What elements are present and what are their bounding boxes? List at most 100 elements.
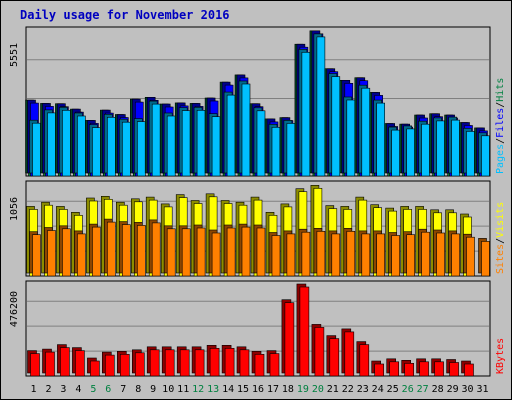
bar-pages-day-6: [107, 117, 116, 177]
bar-pages-day-10: [166, 115, 176, 177]
legend-kbytes: KBytes: [495, 338, 506, 374]
bar-pages-day-15: [241, 83, 251, 177]
bar-pages-day-22: [346, 99, 356, 177]
legend-visits-sites: Sites/Visits: [495, 202, 506, 274]
bar-pages-day-25: [391, 129, 401, 177]
legend-hits: Hits: [495, 78, 506, 102]
bar-kbytes-day-29: [449, 362, 459, 377]
legend-files: Files: [495, 108, 506, 138]
bar-sites-day-3: [62, 228, 71, 277]
bar-sites-day-17: [271, 235, 281, 277]
bar-pages-day-14: [226, 94, 236, 177]
bar-pages-day-17: [271, 127, 281, 177]
legend-separator: /: [495, 138, 506, 144]
x-tick-label-14: 14: [222, 384, 234, 395]
bar-kbytes-day-2: [45, 351, 55, 377]
x-tick-label-1: 1: [30, 384, 36, 395]
bar-kbytes-day-20: [314, 327, 325, 377]
bar-sites-day-30: [466, 236, 475, 277]
bar-kbytes-day-24: [374, 363, 385, 377]
x-tick-label-6: 6: [105, 384, 111, 395]
legend-separator: /: [495, 238, 506, 244]
bar-pages-day-1: [32, 122, 41, 177]
bar-pages-day-28: [436, 120, 445, 177]
x-tick-label-13: 13: [207, 384, 219, 395]
bar-sites-day-26: [406, 234, 416, 277]
bar-pages-day-2: [47, 112, 56, 177]
bar-kbytes-day-17: [269, 353, 280, 377]
bar-kbytes-day-19: [299, 286, 310, 377]
bar-pages-day-18: [286, 123, 296, 177]
bar-kbytes-day-3: [60, 347, 70, 377]
bar-kbytes-day-18: [284, 302, 295, 377]
bar-sites-day-12: [196, 227, 206, 277]
bar-pages-day-11: [181, 110, 191, 177]
x-tick-label-12: 12: [192, 384, 204, 395]
x-tick-label-21: 21: [327, 384, 339, 395]
bar-kbytes-day-16: [254, 353, 265, 377]
x-tick-label-18: 18: [282, 384, 294, 395]
x-tick-label-27: 27: [417, 384, 429, 395]
x-tick-label-31: 31: [476, 384, 488, 395]
bar-kbytes-day-25: [389, 361, 400, 377]
legend-pages: Pages: [495, 144, 506, 174]
bar-kbytes-day-13: [209, 347, 220, 377]
x-tick-label-19: 19: [297, 384, 309, 395]
bar-kbytes-day-7: [120, 353, 130, 377]
bar-pages-day-26: [406, 128, 416, 177]
bar-sites-day-31: [481, 241, 490, 277]
bar-pages-day-27: [421, 123, 430, 177]
bar-pages-day-29: [451, 119, 460, 177]
x-tick-label-20: 20: [312, 384, 324, 395]
bar-pages-day-5: [92, 127, 101, 177]
x-tick-label-8: 8: [135, 384, 141, 395]
bar-sites-day-29: [451, 233, 460, 277]
bar-sites-day-5: [92, 226, 101, 277]
x-tick-label-24: 24: [372, 384, 384, 395]
bar-kbytes-day-15: [239, 349, 250, 377]
bar-pages-day-4: [77, 115, 86, 177]
bar-pages-day-8: [137, 121, 146, 177]
bar-pages-day-16: [256, 110, 266, 177]
x-tick-label-7: 7: [120, 384, 126, 395]
y-max-label-visits-sites: 1056: [9, 197, 20, 221]
bar-kbytes-day-28: [434, 361, 444, 377]
bar-kbytes-day-4: [75, 350, 85, 377]
bar-sites-day-1: [32, 234, 41, 277]
bar-kbytes-day-27: [419, 361, 429, 377]
legend-kbytes: KBytes: [495, 338, 506, 374]
x-tick-label-2: 2: [45, 384, 51, 395]
bar-kbytes-day-23: [359, 344, 370, 377]
bar-kbytes-day-12: [194, 349, 205, 377]
bar-sites-day-22: [346, 231, 356, 277]
bar-pages-day-12: [196, 110, 206, 177]
legend-visits: Visits: [495, 202, 506, 238]
bar-sites-day-7: [122, 224, 131, 277]
y-max-label-hits-files-pages: 5551: [9, 43, 20, 67]
bar-pages-day-24: [376, 102, 386, 177]
x-tick-label-26: 26: [402, 384, 414, 395]
bar-kbytes-day-9: [149, 349, 160, 377]
legend-hits-files-pages: Pages/Files/Hits: [495, 78, 506, 174]
chart-title: Daily usage for November 2016: [20, 8, 230, 22]
bar-pages-day-13: [211, 116, 221, 177]
bar-kbytes-day-22: [344, 331, 355, 377]
bar-kbytes-day-1: [30, 353, 40, 377]
bar-kbytes-day-10: [164, 349, 175, 377]
x-tick-label-17: 17: [267, 384, 279, 395]
bar-sites-day-18: [286, 233, 296, 277]
x-tick-label-5: 5: [90, 384, 96, 395]
bar-pages-day-3: [62, 110, 71, 177]
x-tick-label-29: 29: [447, 384, 459, 395]
x-tick-label-22: 22: [342, 384, 354, 395]
x-tick-label-4: 4: [75, 384, 81, 395]
bar-kbytes-day-6: [105, 354, 115, 377]
bar-sites-day-6: [107, 221, 116, 277]
bar-pages-day-30: [466, 131, 475, 177]
bar-pages-day-31: [481, 135, 490, 177]
bar-sites-day-15: [241, 226, 251, 277]
bar-sites-day-19: [301, 231, 311, 277]
bar-kbytes-day-11: [179, 349, 190, 377]
legend-separator: /: [495, 102, 506, 108]
